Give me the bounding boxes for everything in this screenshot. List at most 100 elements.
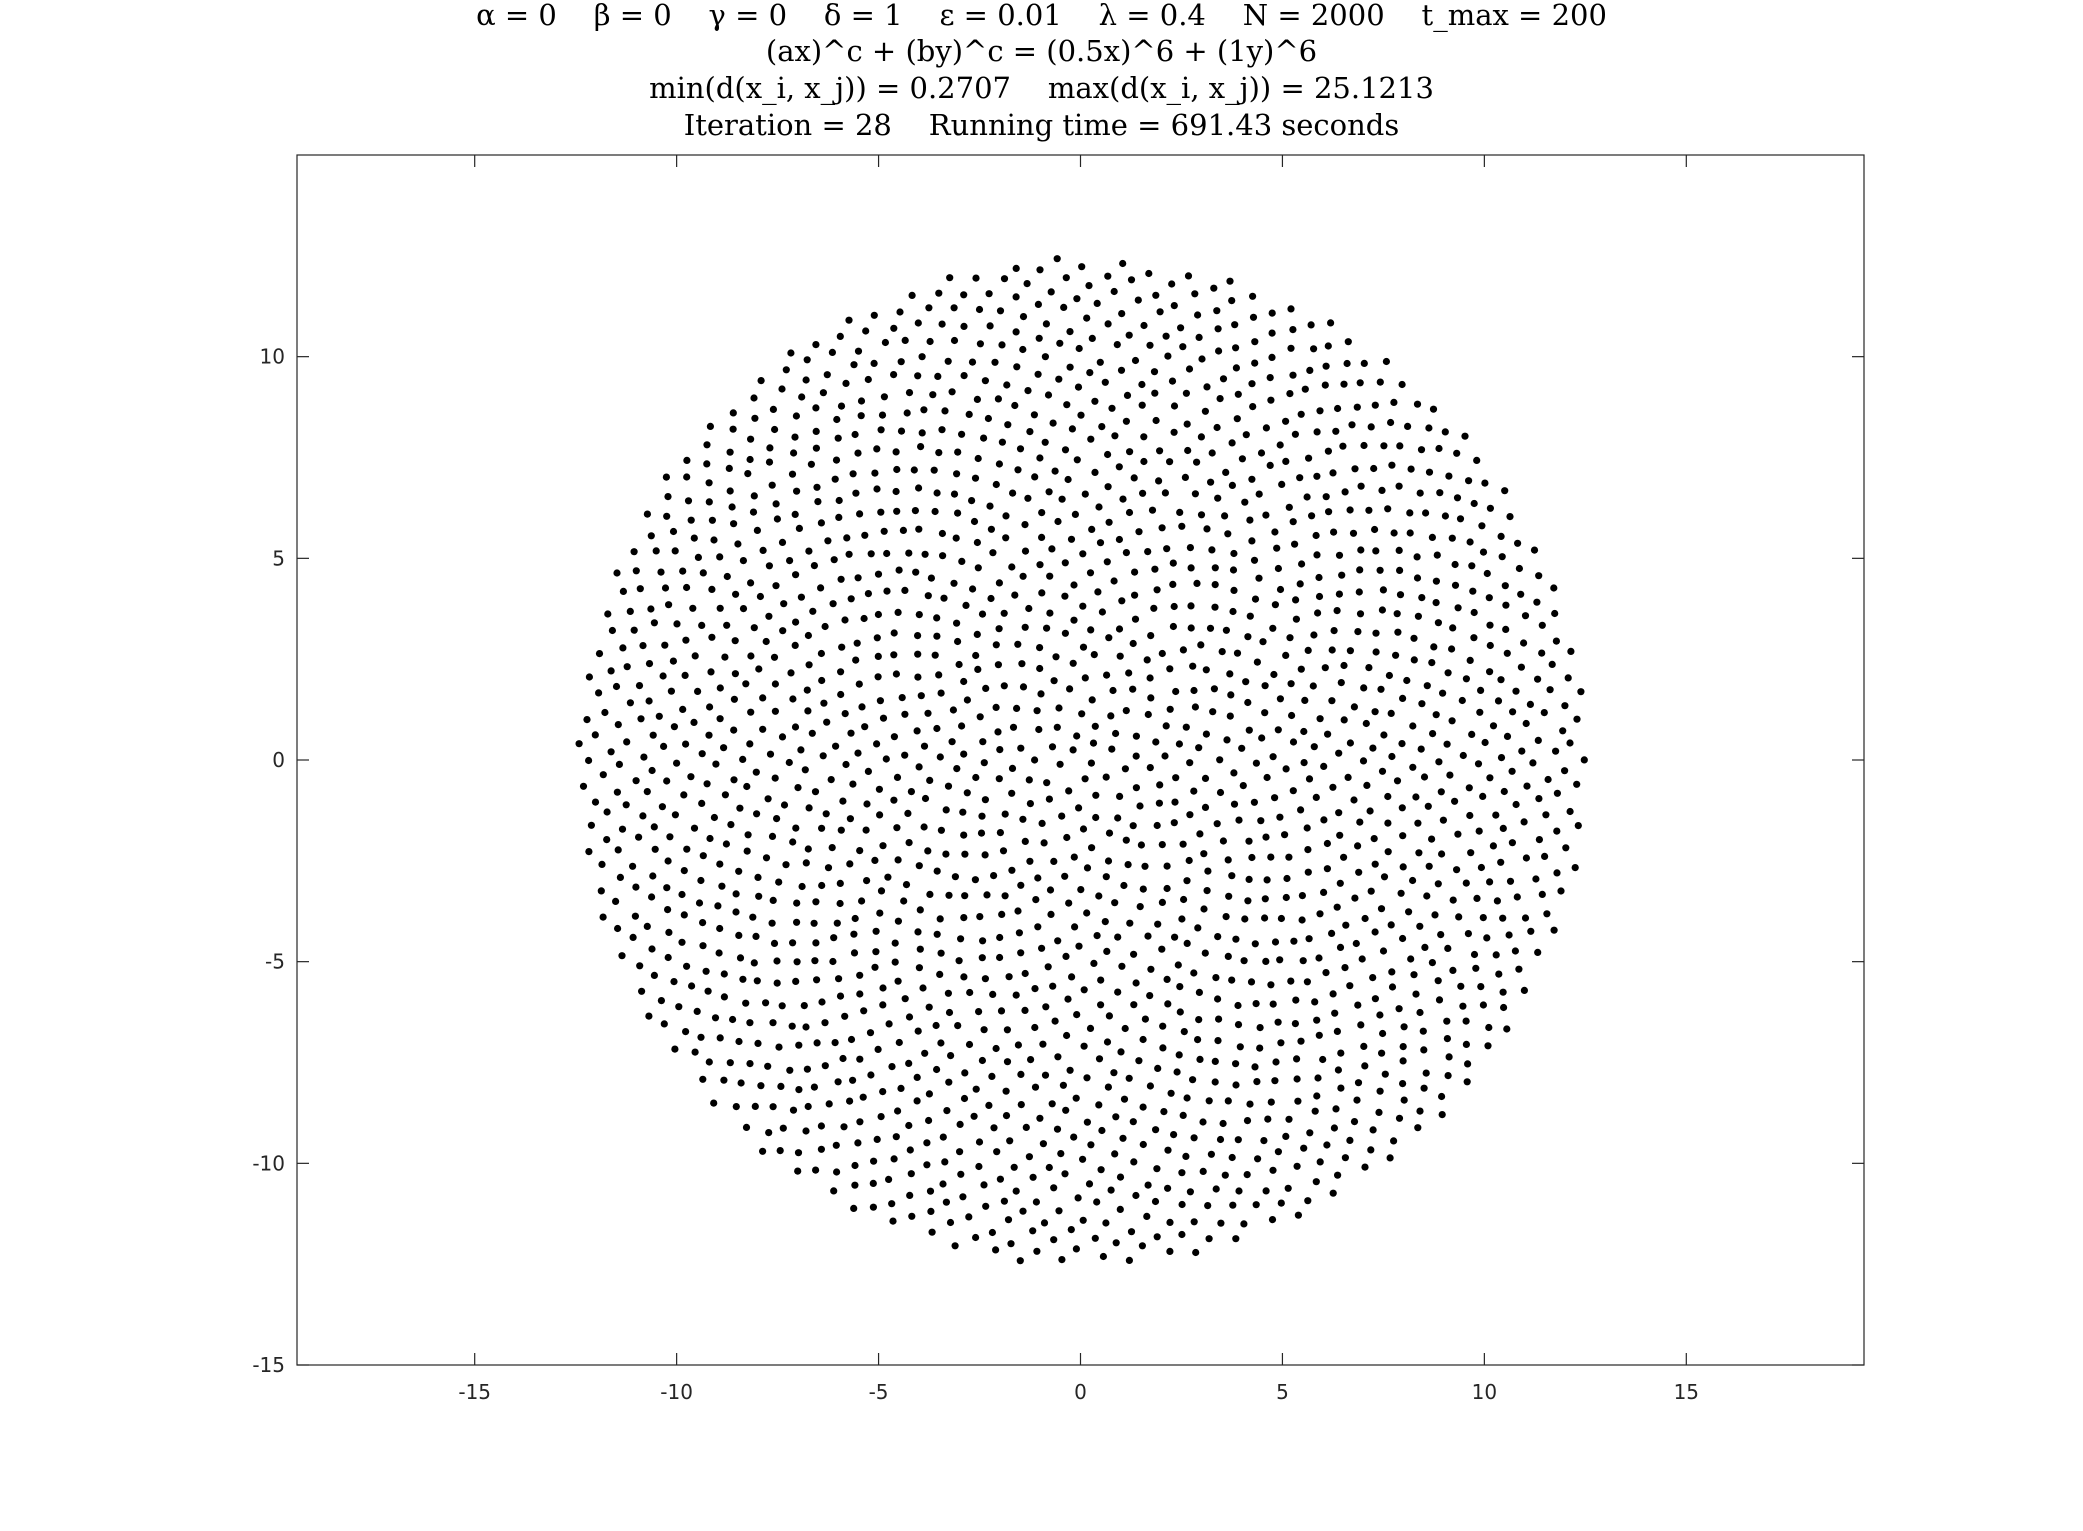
data-point: [721, 970, 728, 977]
data-point: [727, 821, 734, 828]
data-point: [926, 891, 933, 898]
data-point: [1336, 591, 1343, 598]
data-point: [915, 1028, 922, 1035]
data-point: [723, 622, 730, 629]
data-point: [1311, 743, 1318, 750]
data-point: [1232, 1235, 1239, 1242]
data-point: [1269, 310, 1276, 317]
data-point: [1325, 508, 1332, 515]
data-point: [595, 689, 602, 696]
data-point: [1151, 566, 1158, 573]
data-point: [1283, 875, 1290, 882]
data-point: [1270, 671, 1277, 678]
data-point: [1298, 411, 1305, 418]
data-point: [619, 644, 626, 651]
data-point: [842, 761, 849, 768]
data-point: [868, 550, 875, 557]
data-point: [637, 715, 644, 722]
data-point: [732, 908, 739, 915]
data-point: [1144, 548, 1151, 555]
data-point: [1541, 709, 1548, 716]
data-point: [683, 457, 690, 464]
data-point: [1365, 664, 1372, 671]
data-point: [813, 445, 820, 452]
data-point: [1117, 1174, 1124, 1181]
data-point: [1009, 490, 1016, 497]
data-point: [1282, 458, 1289, 465]
data-point: [1435, 445, 1442, 452]
data-point: [651, 619, 658, 626]
data-point: [1166, 1248, 1173, 1255]
data-point: [746, 1060, 753, 1067]
data-point: [1261, 914, 1268, 921]
data-point: [757, 593, 764, 600]
data-point: [1387, 1154, 1394, 1161]
data-point: [1434, 552, 1441, 559]
data-point: [791, 434, 798, 441]
data-point: [790, 1107, 797, 1114]
data-point: [922, 795, 929, 802]
data-point: [985, 1102, 992, 1109]
data-point: [1108, 405, 1115, 412]
data-point: [1229, 608, 1236, 615]
data-point: [744, 470, 751, 477]
data-point: [972, 876, 979, 883]
data-point: [1337, 944, 1344, 951]
data-point: [806, 804, 813, 811]
data-point: [1433, 711, 1440, 718]
data-point: [1225, 893, 1232, 900]
data-point: [1515, 966, 1522, 973]
data-point: [789, 939, 796, 946]
data-point: [636, 682, 643, 689]
data-point: [1500, 1004, 1507, 1011]
data-point: [1207, 625, 1214, 632]
data-point: [1357, 546, 1364, 553]
data-point: [1446, 772, 1453, 779]
data-point: [1535, 795, 1542, 802]
data-point: [1105, 634, 1112, 641]
data-point: [893, 1133, 900, 1140]
data-point: [1164, 1185, 1171, 1192]
data-point: [993, 1148, 1000, 1155]
data-point: [636, 962, 643, 969]
data-point: [1429, 534, 1436, 541]
data-point: [1509, 768, 1516, 775]
data-point: [876, 786, 883, 793]
data-point: [1106, 1012, 1113, 1019]
data-point: [1476, 828, 1483, 835]
data-point: [1038, 509, 1045, 516]
data-point: [1242, 678, 1249, 685]
data-point: [1055, 704, 1062, 711]
data-point: [976, 306, 983, 313]
data-point: [1052, 1018, 1059, 1025]
data-point: [1566, 739, 1573, 746]
data-point: [614, 925, 621, 932]
data-point: [1073, 1095, 1080, 1102]
data-point: [1200, 850, 1207, 857]
data-point: [945, 1079, 952, 1086]
data-point: [1264, 876, 1271, 883]
data-point: [811, 920, 818, 927]
data-point: [1507, 878, 1514, 885]
data-point: [841, 1013, 848, 1020]
data-point: [1244, 1171, 1251, 1178]
data-point: [977, 340, 984, 347]
data-point: [773, 500, 780, 507]
data-point: [890, 797, 897, 804]
data-point: [851, 1162, 858, 1169]
data-point: [1277, 1039, 1284, 1046]
data-point: [1334, 405, 1341, 412]
data-point: [938, 827, 945, 834]
data-point: [767, 751, 774, 758]
data-point: [1248, 476, 1255, 483]
data-point: [1225, 1097, 1232, 1104]
data-point: [980, 435, 987, 442]
data-point: [1001, 1198, 1008, 1205]
data-point: [1369, 974, 1376, 981]
data-point: [983, 891, 990, 898]
data-point: [1049, 743, 1056, 750]
data-point: [747, 652, 754, 659]
data-point: [943, 1107, 950, 1114]
data-point: [1182, 1153, 1189, 1160]
data-point: [933, 725, 940, 732]
